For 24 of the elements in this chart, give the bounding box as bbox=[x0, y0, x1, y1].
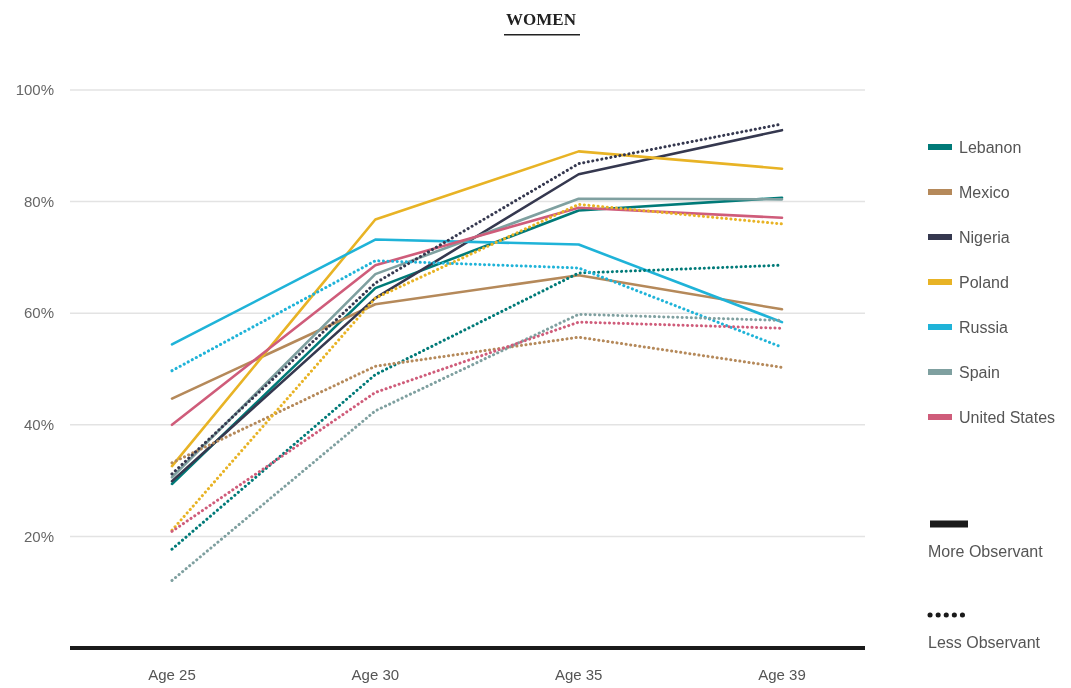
x-tick-label: Age 39 bbox=[758, 666, 806, 683]
y-tick-label: 60% bbox=[23, 304, 54, 322]
legend-label: Nigeria bbox=[959, 228, 1010, 246]
legend-label: Poland bbox=[959, 273, 1009, 291]
x-tick-label: Age 35 bbox=[554, 666, 603, 683]
legend-label: Lebanon bbox=[959, 138, 1022, 156]
x-tick-label: Age 30 bbox=[351, 666, 400, 683]
y-tick-label: 40% bbox=[23, 416, 54, 434]
y-tick-label: 100% bbox=[15, 81, 54, 99]
line-series bbox=[170, 320, 784, 533]
legend-label: Spain bbox=[959, 363, 1000, 381]
y-tick-label: 20% bbox=[23, 527, 54, 545]
x-tick-label: Age 25 bbox=[148, 666, 196, 683]
line-series bbox=[170, 206, 784, 427]
y-tick-label: 80% bbox=[23, 192, 54, 210]
line-series bbox=[170, 335, 784, 465]
line-series bbox=[170, 238, 784, 346]
legend-label: Russia bbox=[959, 318, 1009, 336]
legend-label: Mexico bbox=[959, 183, 1010, 201]
text: Less Observant bbox=[928, 634, 1041, 651]
chart-title: WOMEN bbox=[506, 10, 577, 29]
text: More Observant bbox=[928, 543, 1044, 560]
legend-label: United States bbox=[959, 408, 1056, 426]
line-series bbox=[170, 202, 784, 532]
